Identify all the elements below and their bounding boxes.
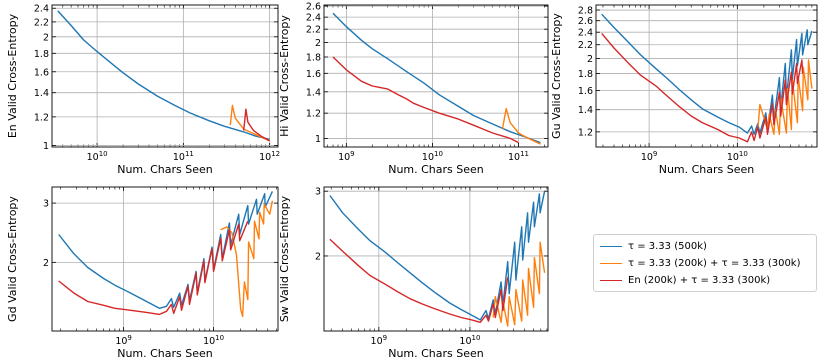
y-axis-label: Sw Valid Cross-Entropy xyxy=(278,195,291,322)
x-tick-label: 1010 xyxy=(203,334,224,347)
y-tick-label: 2.4 xyxy=(34,4,49,15)
y-tick-label: 1.4 xyxy=(34,88,49,99)
series-line-tau_200k_300k xyxy=(501,107,541,145)
series-line-tau_500k xyxy=(601,13,813,136)
x-tick-label: 1011 xyxy=(173,150,194,163)
x-axis-label: Num. Chars Seen xyxy=(117,163,213,176)
y-tick-label: 1.8 xyxy=(306,53,321,64)
y-tick-label: 2 xyxy=(315,251,321,262)
series-line-tau_200k_300k xyxy=(220,200,274,318)
x-tick-label: 1010 xyxy=(727,150,748,163)
y-tick-label: 1.6 xyxy=(306,69,321,80)
legend-swatch-tau-500k xyxy=(600,245,622,247)
y-tick-label: 1.8 xyxy=(34,49,49,60)
y-axis-label: Hi Valid Cross-Entropy xyxy=(278,15,291,137)
legend-swatch-en-200k-tau-300k xyxy=(600,279,622,281)
x-tick-label: 1011 xyxy=(508,150,529,163)
series-line-en_200k_tau_300k xyxy=(601,32,804,143)
series-line-en_200k_tau_300k xyxy=(332,56,519,144)
x-tick-label: 109 xyxy=(338,150,355,163)
axes-frame xyxy=(51,4,279,148)
y-tick-label: 2.4 xyxy=(578,28,593,39)
y-tick-label: 1 xyxy=(43,141,49,152)
y-tick-label: 2.2 xyxy=(306,25,321,36)
legend-entry: τ = 3.33 (200k) + τ = 3.33 (300k) xyxy=(600,256,801,270)
y-axis-label: Gd Valid Cross-Entropy xyxy=(6,196,19,322)
x-axis-label: Num. Chars Seen xyxy=(388,163,484,176)
x-tick-label: 1010 xyxy=(87,150,108,163)
legend-entry: En (200k) + τ = 3.33 (300k) xyxy=(600,273,770,287)
x-tick-label: 109 xyxy=(371,334,388,347)
chart-gd: 109 1010 2 3 Num. Chars Seen Gd Valid Cross-E… xyxy=(6,186,279,360)
x-tick-label: 1010 xyxy=(459,334,480,347)
y-tick-label: 1.4 xyxy=(578,105,593,116)
chart-en: 1010 1011 1012 1 1.2 1.4 1.6 1.8 2 2.2 2.4 Num. Cha… xyxy=(6,4,280,176)
chart-sw: 109 1010 2 3 Num. Chars Seen Sw Valid Cross-E… xyxy=(278,186,549,360)
y-tick-label: 2 xyxy=(587,54,593,65)
y-tick-label: 2.4 xyxy=(306,13,321,24)
y-tick-label: 2.2 xyxy=(578,40,593,51)
legend-label: τ = 3.33 (500k) xyxy=(628,240,707,252)
legend-entry: τ = 3.33 (500k) xyxy=(600,239,707,253)
axes-frame xyxy=(323,186,549,332)
y-tick-label: 1 xyxy=(315,134,321,145)
y-axis-label: Gu Valid Cross-Entropy xyxy=(550,13,563,139)
y-tick-label: 3 xyxy=(315,187,321,198)
legend-swatch-tau-200k-300k xyxy=(600,262,622,264)
series-line-en_200k_tau_300k xyxy=(329,238,509,323)
y-tick-label: 1.2 xyxy=(578,127,593,138)
x-axis-label: Num. Chars Seen xyxy=(388,347,484,360)
y-tick-label: 1.2 xyxy=(34,112,49,123)
x-tick-label: 109 xyxy=(115,334,132,347)
series-line-tau_200k_300k xyxy=(229,104,270,142)
legend-label: τ = 3.33 (200k) + τ = 3.33 (300k) xyxy=(628,257,801,269)
x-tick-label: 1012 xyxy=(259,150,280,163)
x-axis-label: Num. Chars Seen xyxy=(659,163,755,176)
x-tick-label: 109 xyxy=(641,150,658,163)
x-axis-label: Num. Chars Seen xyxy=(117,347,213,360)
y-tick-label: 2.6 xyxy=(578,16,593,27)
axes-frame xyxy=(323,4,549,148)
chart-gu: 109 1010 1.2 1.4 1.6 1.8 2 2.22.42.62.8 Num. Cha… xyxy=(550,4,818,176)
y-tick-label: 2 xyxy=(315,38,321,49)
series-line-tau_500k xyxy=(58,191,274,309)
y-axis-label: En Valid Cross-Entropy xyxy=(6,13,19,138)
y-tick-label: 2.6 xyxy=(306,2,321,13)
chart-hi: 109 1010 1011 1 1.2 1.4 1.6 1.8 2 2.22.42.6 Num. C… xyxy=(278,2,549,176)
series-line-tau_500k xyxy=(332,12,541,144)
legend-label: En (200k) + τ = 3.33 (300k) xyxy=(628,274,771,286)
series-line-tau_200k_300k xyxy=(757,59,813,136)
series-line-tau_500k xyxy=(57,10,270,140)
legend: τ = 3.33 (500k) τ = 3.33 (200k) + τ = 3.… xyxy=(593,234,817,292)
y-tick-label: 1.6 xyxy=(34,67,49,78)
x-tick-label: 1010 xyxy=(422,150,443,163)
y-tick-label: 1.8 xyxy=(578,69,593,80)
y-tick-label: 1.4 xyxy=(306,87,321,98)
y-tick-label: 1.2 xyxy=(306,109,321,120)
y-tick-label: 2 xyxy=(43,258,49,269)
y-tick-label: 2.2 xyxy=(34,17,49,28)
series-line-en_200k_tau_300k xyxy=(58,220,249,316)
y-tick-label: 1.6 xyxy=(578,86,593,97)
y-tick-label: 2 xyxy=(43,32,49,43)
y-tick-label: 3 xyxy=(43,199,49,210)
series-line-en_200k_tau_300k xyxy=(243,108,270,142)
y-tick-label: 2.8 xyxy=(578,6,593,17)
axes-frame xyxy=(51,186,279,332)
axes-frame xyxy=(595,4,818,148)
